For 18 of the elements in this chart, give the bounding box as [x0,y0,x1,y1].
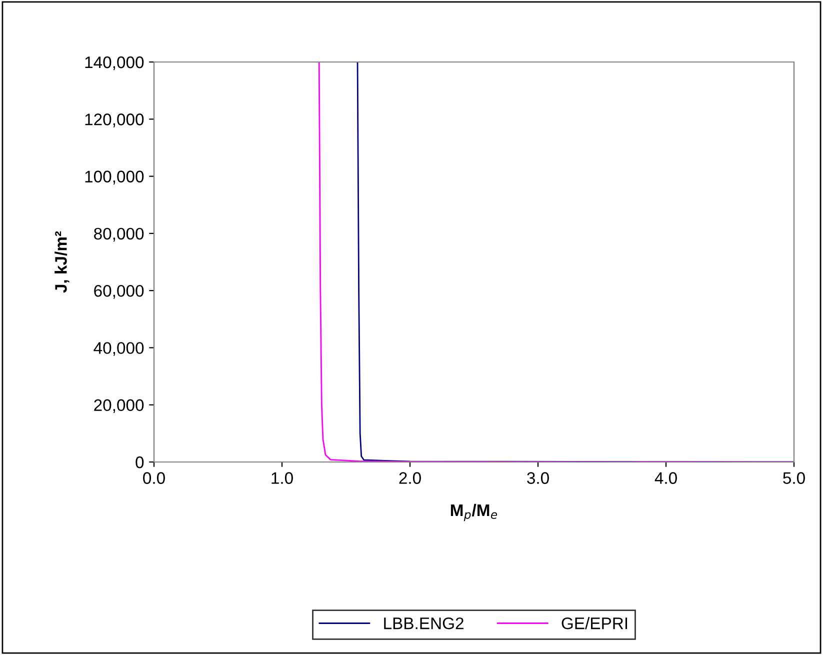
y-axis-title: J, kJ/m² [54,231,70,293]
x-tick-label: 3.0 [527,472,549,484]
y-tick-label: 80,000 [94,228,144,242]
y-tick-label: 140,000 [85,56,144,70]
x-tick-label: 0.0 [143,472,165,484]
x-tick-label: 4.0 [654,472,677,484]
y-tick-label: 0 [136,456,144,468]
y-tick-label: 120,000 [85,114,144,128]
y-tick-label: 40,000 [94,342,144,356]
y-tick-label: 100,000 [85,170,144,184]
y-tick-label: 20,000 [94,399,144,414]
x-tick-label: 2.0 [399,472,421,484]
x-tick-label: 5.0 [783,472,805,484]
y-tick-label: 60,000 [94,284,144,299]
legend-label: LBB.ENG2 [384,617,464,630]
legend-label: GE/EPRI [562,617,628,630]
x-tick-label: 1.0 [272,472,293,484]
x-axis-title: M$_{p}$/M$_{e}$ [450,504,498,522]
